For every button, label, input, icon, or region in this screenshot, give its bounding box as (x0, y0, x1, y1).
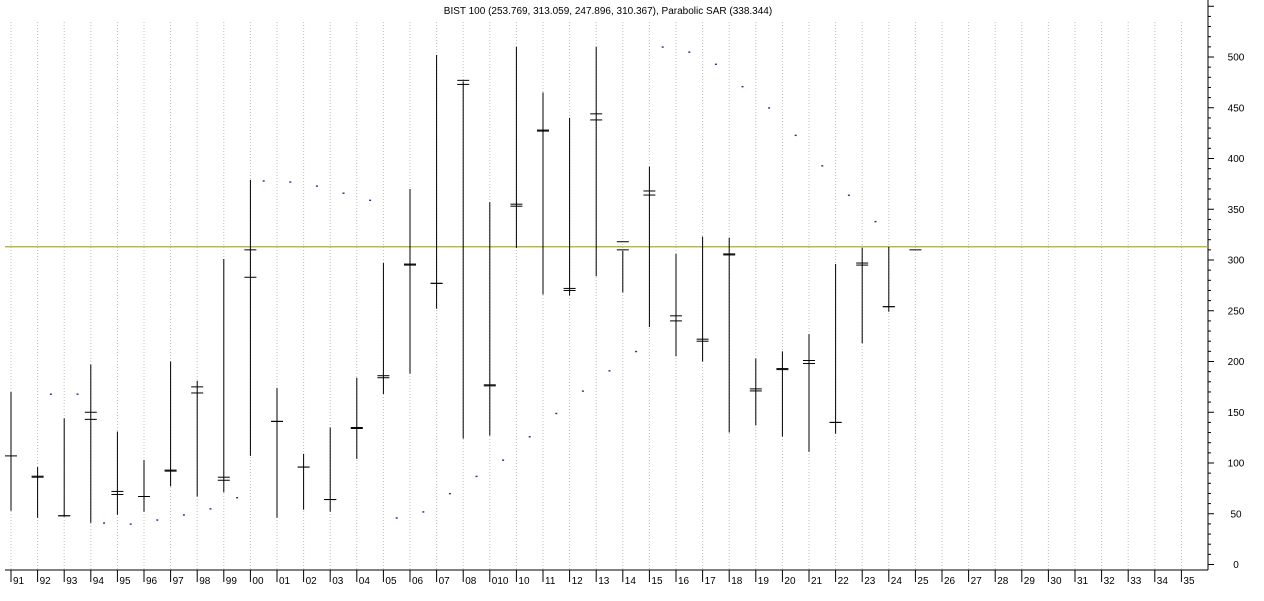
y-tick-label: 500 (1228, 53, 1245, 64)
sar-point (448, 492, 451, 495)
sar-point (236, 497, 239, 499)
y-tick-label: 350 (1228, 205, 1245, 216)
x-tick-label: 03 (332, 576, 344, 587)
x-tick-label: 99 (226, 576, 238, 587)
x-tick-label: 10 (518, 576, 530, 587)
sar-point (688, 51, 691, 53)
x-axis: 91 92 93 94 95 96 97 98 99 00 01 02 03 04 05 06 07 08 010 1… (10, 570, 1195, 587)
sar-point (502, 459, 505, 461)
y-tick-label: 450 (1228, 103, 1245, 114)
sar-series (49, 46, 877, 525)
x-tick-label: 25 (917, 576, 929, 587)
x-tick-label: 27 (971, 576, 983, 587)
y-tick-label: 50 (1230, 509, 1242, 520)
sar-point (874, 220, 877, 223)
sar-point (608, 370, 611, 372)
sar-point (422, 511, 425, 513)
sar-point (821, 165, 824, 167)
chart-title: BIST 100 (253.769, 313.059, 247.896, 310… (444, 6, 772, 17)
sar-point (635, 350, 638, 353)
x-tick-label: 06 (412, 576, 424, 587)
sar-point (156, 519, 159, 521)
x-tick-label: 95 (119, 576, 131, 587)
sar-point (209, 508, 212, 510)
x-tick-label: 97 (173, 576, 185, 587)
sar-point (768, 107, 771, 109)
y-tick-label: 250 (1228, 306, 1245, 317)
sar-point (395, 517, 398, 519)
sar-point (528, 436, 531, 438)
x-tick-label: 20 (784, 576, 796, 587)
x-tick-label: 21 (811, 576, 823, 587)
sar-point (289, 181, 292, 183)
x-tick-label: 30 (1050, 576, 1062, 587)
x-tick-label: 01 (279, 576, 291, 587)
x-tick-label: 05 (385, 576, 397, 587)
ohlc-bar (882, 246, 922, 312)
x-tick-label: 19 (758, 576, 770, 587)
x-tick-label: 28 (997, 576, 1009, 587)
y-tick-label: 150 (1228, 408, 1245, 419)
x-tick-label: 94 (93, 576, 105, 587)
x-tick-label: 96 (146, 576, 158, 587)
sar-point (262, 180, 265, 182)
x-tick-label: 29 (1024, 576, 1036, 587)
ohlc-bar (590, 46, 629, 277)
x-tick-label: 00 (252, 576, 264, 587)
ohlc-bar (430, 54, 470, 309)
x-tick-label: 33 (1130, 576, 1142, 587)
x-tick-label: 34 (1157, 576, 1169, 587)
sar-point (794, 134, 797, 137)
x-tick-label: 23 (864, 576, 876, 587)
sar-point (741, 85, 744, 88)
x-tick-label: 32 (1104, 576, 1116, 587)
x-tick-label: 35 (1183, 576, 1195, 587)
sar-point (342, 192, 345, 194)
sar-point (315, 185, 318, 187)
x-tick-label: 04 (359, 576, 371, 587)
y-axis: 0 50 100 150 200 250 300 350 400 450 500 (1208, 5, 1245, 571)
sar-point (182, 514, 185, 516)
y-tick-label: 100 (1228, 459, 1245, 470)
x-tick-label: 02 (306, 576, 318, 587)
x-tick-label: 11 (545, 576, 556, 587)
sar-point (661, 46, 664, 48)
sar-point (581, 390, 584, 392)
x-tick-label: 010 (492, 576, 509, 587)
x-tick-label: 17 (705, 576, 717, 587)
x-tick-label: 31 (1077, 576, 1089, 587)
sar-point (714, 63, 717, 66)
x-tick-label: 08 (465, 576, 477, 587)
sar-point (129, 523, 132, 525)
grid-lines (10, 22, 1209, 570)
x-tick-label: 14 (625, 576, 637, 587)
sar-point (103, 522, 106, 524)
x-tick-label: 92 (40, 576, 52, 587)
sar-point (847, 194, 850, 196)
sar-point (76, 393, 79, 395)
x-tick-label: 26 (944, 576, 956, 587)
sar-point (49, 393, 52, 395)
y-tick-label: 400 (1228, 154, 1245, 165)
y-tick-label: 300 (1228, 256, 1245, 267)
x-tick-label: 13 (598, 576, 610, 587)
sar-point (555, 412, 558, 415)
x-tick-label: 22 (838, 576, 850, 587)
x-tick-label: 18 (731, 576, 743, 587)
ohlc-series (5, 46, 922, 523)
x-tick-label: 91 (13, 576, 25, 587)
x-tick-label: 07 (439, 576, 451, 587)
y-tick-label: 200 (1228, 357, 1245, 368)
x-tick-label: 12 (572, 576, 584, 587)
x-tick-label: 98 (199, 576, 211, 587)
sar-point (369, 199, 372, 202)
sar-point (475, 475, 478, 478)
x-tick-label: 15 (651, 576, 663, 587)
x-tick-label: 24 (891, 576, 903, 587)
x-tick-label: 16 (678, 576, 690, 587)
x-tick-label: 93 (66, 576, 78, 587)
y-tick-label: 0 (1233, 560, 1239, 571)
